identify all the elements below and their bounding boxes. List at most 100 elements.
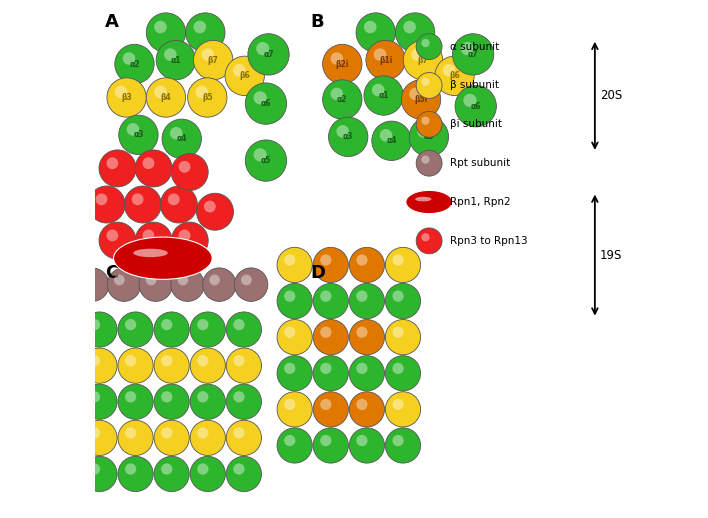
- Text: β3: β3: [121, 93, 132, 102]
- Circle shape: [161, 391, 172, 402]
- Circle shape: [190, 420, 225, 455]
- Circle shape: [198, 464, 208, 474]
- Circle shape: [125, 391, 136, 402]
- Circle shape: [416, 228, 442, 254]
- Circle shape: [135, 150, 172, 187]
- Circle shape: [320, 435, 331, 446]
- Circle shape: [125, 186, 161, 223]
- Circle shape: [99, 150, 136, 187]
- Circle shape: [284, 326, 295, 338]
- Circle shape: [198, 427, 208, 439]
- Circle shape: [190, 384, 225, 420]
- Circle shape: [356, 326, 367, 338]
- Text: β4: β4: [161, 93, 171, 102]
- Text: β7: β7: [207, 55, 219, 65]
- Circle shape: [227, 312, 261, 347]
- Circle shape: [284, 254, 295, 266]
- Circle shape: [204, 200, 216, 212]
- Text: Rpt subunit: Rpt subunit: [450, 158, 510, 168]
- Circle shape: [455, 85, 496, 127]
- Circle shape: [356, 254, 367, 266]
- Circle shape: [115, 45, 154, 84]
- Ellipse shape: [133, 249, 168, 257]
- Circle shape: [245, 83, 287, 124]
- Text: β5: β5: [202, 93, 212, 102]
- Circle shape: [171, 222, 208, 259]
- Circle shape: [320, 399, 331, 410]
- Text: Rpn3 to Rpn13: Rpn3 to Rpn13: [450, 236, 527, 246]
- Circle shape: [170, 127, 183, 140]
- Circle shape: [89, 427, 100, 439]
- Circle shape: [385, 356, 421, 391]
- Text: C: C: [105, 264, 119, 282]
- Circle shape: [385, 247, 421, 283]
- Circle shape: [132, 193, 144, 205]
- Circle shape: [227, 420, 261, 455]
- Circle shape: [122, 52, 135, 65]
- Circle shape: [198, 355, 208, 366]
- Text: B: B: [310, 13, 324, 31]
- Circle shape: [233, 64, 246, 77]
- Circle shape: [452, 34, 493, 75]
- Circle shape: [356, 399, 367, 410]
- Circle shape: [417, 125, 430, 138]
- Circle shape: [82, 312, 117, 347]
- Circle shape: [366, 40, 405, 80]
- Circle shape: [171, 268, 205, 301]
- Ellipse shape: [406, 190, 452, 213]
- Circle shape: [392, 363, 404, 374]
- Text: α2: α2: [337, 95, 348, 104]
- Circle shape: [372, 121, 411, 161]
- Circle shape: [277, 283, 312, 319]
- Circle shape: [313, 428, 348, 463]
- Circle shape: [118, 456, 153, 492]
- Circle shape: [356, 435, 367, 446]
- Circle shape: [118, 384, 153, 420]
- Circle shape: [329, 117, 368, 156]
- Text: β7: β7: [418, 55, 428, 65]
- Text: α3: α3: [133, 131, 144, 139]
- Circle shape: [202, 268, 236, 301]
- Text: α7: α7: [263, 50, 274, 59]
- Circle shape: [185, 13, 225, 52]
- Circle shape: [190, 348, 225, 383]
- Text: 19S: 19S: [600, 249, 622, 262]
- Circle shape: [336, 125, 349, 138]
- Circle shape: [396, 13, 435, 52]
- Circle shape: [349, 320, 384, 355]
- Circle shape: [156, 40, 195, 80]
- Circle shape: [401, 80, 440, 119]
- Circle shape: [135, 222, 172, 259]
- Circle shape: [349, 392, 384, 427]
- Text: Rpn1, Rpn2: Rpn1, Rpn2: [450, 197, 510, 207]
- Circle shape: [162, 119, 201, 159]
- Circle shape: [421, 117, 430, 125]
- Circle shape: [385, 392, 421, 427]
- Circle shape: [277, 247, 312, 283]
- Circle shape: [245, 140, 287, 181]
- Circle shape: [82, 384, 117, 420]
- Circle shape: [125, 464, 136, 474]
- Circle shape: [188, 78, 227, 117]
- Circle shape: [154, 348, 189, 383]
- Text: D: D: [310, 264, 325, 282]
- Circle shape: [421, 233, 430, 241]
- Circle shape: [320, 254, 331, 266]
- Circle shape: [416, 150, 442, 176]
- Circle shape: [409, 117, 449, 156]
- Circle shape: [256, 42, 269, 55]
- Circle shape: [107, 78, 147, 117]
- Circle shape: [164, 48, 176, 61]
- Text: 20S: 20S: [600, 89, 622, 103]
- Circle shape: [142, 229, 154, 241]
- Circle shape: [421, 155, 430, 164]
- Circle shape: [99, 222, 136, 259]
- Text: β2i: β2i: [336, 60, 349, 68]
- Circle shape: [197, 193, 234, 230]
- Circle shape: [76, 268, 109, 301]
- Circle shape: [248, 34, 289, 75]
- Circle shape: [161, 355, 172, 366]
- Circle shape: [127, 123, 139, 136]
- Circle shape: [463, 94, 476, 107]
- Ellipse shape: [113, 237, 212, 279]
